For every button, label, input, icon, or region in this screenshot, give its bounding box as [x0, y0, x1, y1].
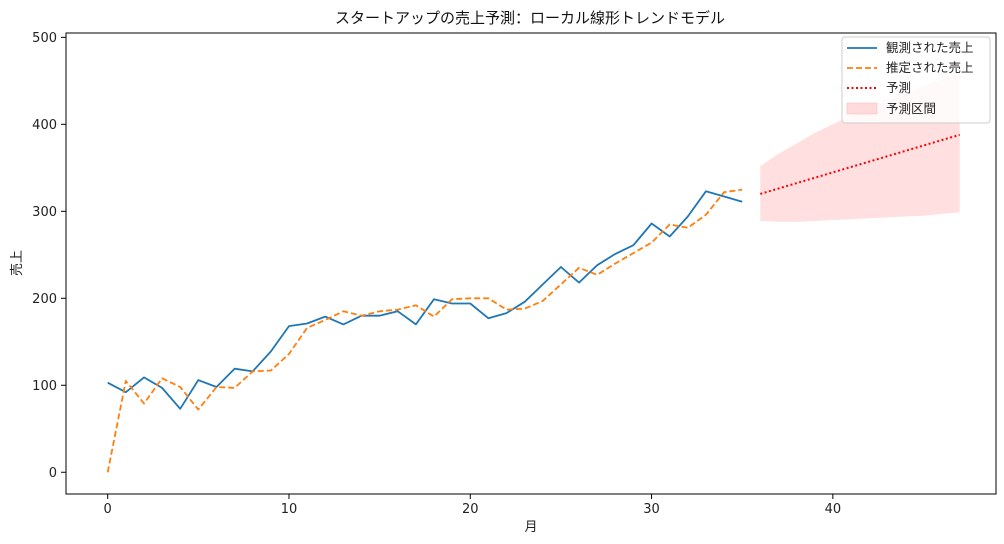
y-tick-label: 0: [49, 466, 57, 481]
y-axis-label: 売上: [9, 250, 25, 276]
legend-label-observed: 観測された売上: [886, 40, 974, 55]
legend: 観測された売上 推定された売上 予測 予測区間: [841, 36, 991, 124]
series-line-1: [106, 188, 743, 473]
x-tick-label: 20: [462, 502, 479, 517]
series-layer: [106, 133, 960, 473]
legend-label-interval: 予測区間: [886, 101, 936, 116]
y-tick-label: 500: [32, 31, 57, 46]
x-axis-label: 月: [524, 520, 537, 535]
legend-label-forecast: 予測: [886, 80, 911, 95]
legend-box: [841, 36, 991, 124]
series-line-0: [107, 190, 743, 410]
y-axis: 0 100 200 300 400 500: [32, 31, 66, 481]
x-axis: 0 10 20 30 40: [104, 494, 842, 517]
series-line-2: [760, 133, 960, 195]
plot-frame: [65, 32, 997, 495]
y-tick-label: 200: [32, 292, 57, 307]
legend-label-estimated: 推定された売上: [886, 60, 974, 75]
y-tick-label: 400: [32, 118, 57, 133]
x-tick-label: 0: [104, 502, 112, 517]
chart-title: スタートアップの売上予測：ローカル線形トレンドモデル: [335, 9, 725, 27]
y-tick-label: 300: [32, 205, 57, 220]
x-tick-label: 10: [281, 502, 298, 517]
legend-swatch-interval: [846, 102, 878, 115]
x-tick-label: 40: [825, 502, 842, 517]
y-tick-label: 100: [32, 379, 57, 394]
x-tick-label: 30: [643, 502, 660, 517]
